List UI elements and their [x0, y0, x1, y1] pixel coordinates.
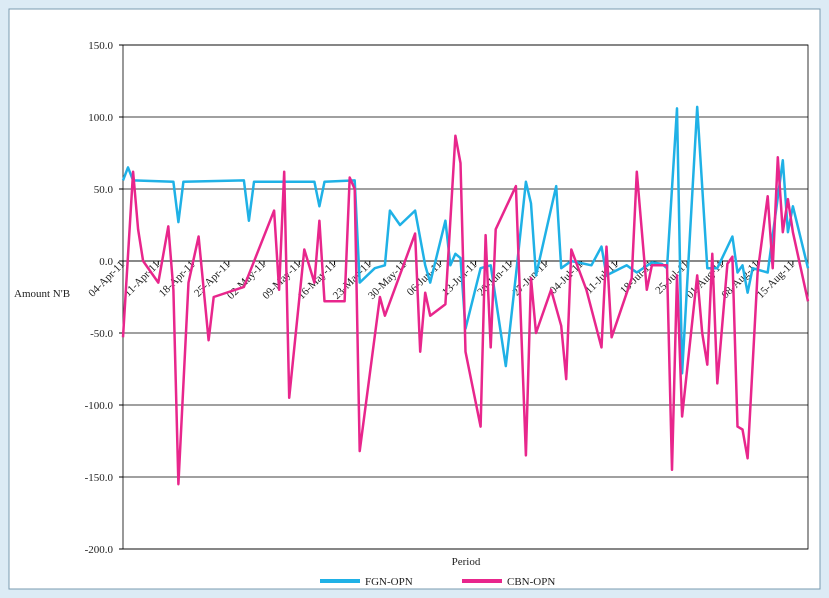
y-tick-label: 0.0 — [99, 256, 113, 268]
y-tick-label: -200.0 — [85, 544, 114, 556]
y-tick-label: -150.0 — [85, 472, 114, 484]
chart-frame — [8, 8, 821, 590]
y-tick-label: 50.0 — [94, 184, 114, 196]
y-tick-label: 150.0 — [88, 40, 113, 52]
legend-label: FGN-OPN — [365, 576, 413, 588]
x-axis-label: Period — [452, 556, 481, 568]
y-tick-label: -100.0 — [85, 400, 114, 412]
series-line — [121, 105, 810, 375]
y-axis-label: Amount N'B — [14, 288, 70, 300]
y-tick-label: 100.0 — [88, 112, 113, 124]
y-tick-label: -50.0 — [90, 328, 113, 340]
series-line — [121, 134, 810, 486]
legend-label: CBN-OPN — [507, 576, 555, 588]
